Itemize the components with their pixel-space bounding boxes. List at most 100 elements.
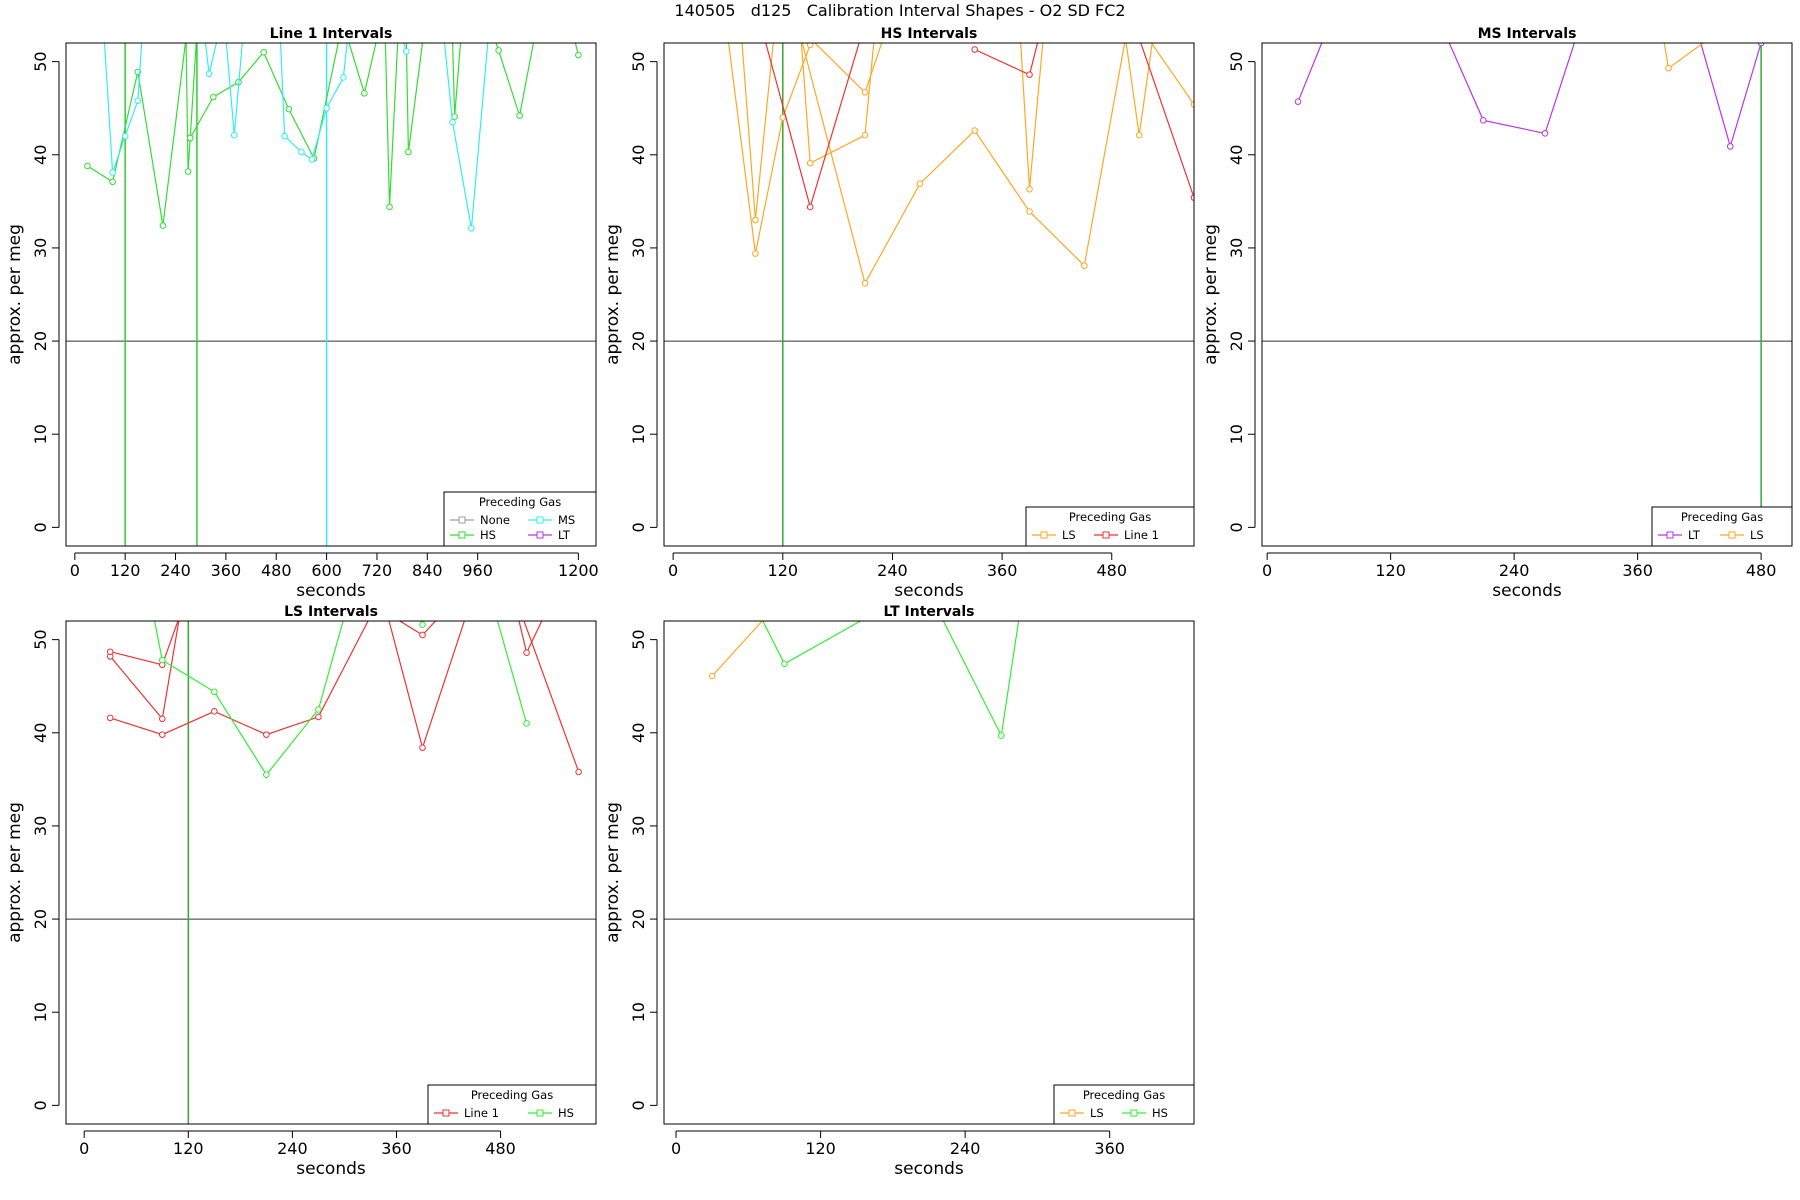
series-line-line-1	[110, 621, 179, 666]
data-point	[230, 131, 238, 139]
data-point	[106, 648, 114, 656]
data-point	[516, 112, 523, 119]
y-tick-label: 50	[31, 629, 50, 649]
series-line-hs	[452, 43, 462, 117]
legend-title: Preceding Gas	[1681, 510, 1763, 524]
data-point	[184, 168, 192, 175]
y-tick-label: 20	[629, 909, 648, 929]
chart-line1-intervals: Line 1 Intervals 0 120 240 360 480 600 720 840 96…	[5, 26, 599, 601]
series-line-lt	[1448, 43, 1576, 135]
chart-hs-intervals: HS Intervals 0 120 240 360 480 seconds 0 10 20 30 4…	[603, 26, 1195, 601]
data-point	[575, 768, 582, 776]
series-line-hs	[496, 621, 528, 724]
y-tick-label: 30	[629, 816, 648, 836]
series-line-lt	[1297, 43, 1323, 102]
y-tick-label: 20	[1227, 331, 1246, 351]
x-tick-label: 120	[1375, 561, 1406, 580]
x-tick-label: 960	[462, 561, 493, 580]
x-tick-label: 360	[1094, 1139, 1125, 1158]
y-tick-label: 0	[629, 522, 648, 532]
legend-box	[1025, 506, 1195, 547]
legend-marker	[536, 516, 544, 524]
legend-marker	[1068, 1109, 1076, 1117]
data-point	[403, 48, 410, 55]
data-point	[468, 225, 475, 232]
legend-marker	[1728, 531, 1736, 539]
y-axis-label: approx. per meg	[603, 224, 623, 365]
legend-box	[1053, 1084, 1195, 1125]
data-point	[340, 74, 347, 81]
series-line-lt	[1700, 43, 1762, 149]
page-title: 140505 d125 Calibration Interval Shapes …	[674, 1, 1126, 20]
data-point	[752, 250, 759, 257]
legend-label: HS	[1152, 1106, 1168, 1120]
legend-label: Line 1	[464, 1106, 499, 1120]
data-point	[298, 148, 305, 156]
y-tick-label: 10	[1227, 424, 1246, 444]
x-tick-label: 240	[950, 1139, 981, 1158]
chart-title: LS Intervals	[284, 604, 378, 620]
data-point	[971, 127, 978, 134]
legend-marker	[1102, 531, 1110, 539]
data-point	[1479, 117, 1487, 124]
x-tick-label: 120	[173, 1139, 204, 1158]
legend: Preceding Gas LS Line 1	[1025, 506, 1195, 547]
series-line-hs	[942, 621, 1020, 738]
plot-frame	[1261, 42, 1793, 547]
plot-frame	[65, 620, 597, 1125]
plot-area	[1262, 43, 1792, 546]
x-tick-label: 1200	[558, 561, 599, 580]
series-line-ms	[103, 43, 143, 173]
legend-marker	[1666, 531, 1674, 539]
legend-title: Preceding Gas	[1083, 1088, 1165, 1102]
series-line-ls	[800, 43, 875, 165]
legend-label: HS	[558, 1106, 574, 1120]
y-axis-label: approx. per meg	[5, 802, 25, 943]
legend-title: Preceding Gas	[479, 495, 561, 509]
series-line-line-1	[1140, 43, 1194, 198]
y-tick-label: 0	[629, 1100, 648, 1110]
plot-area	[664, 621, 1194, 920]
series-line-ms	[204, 43, 218, 74]
data-point	[861, 89, 869, 96]
data-point	[158, 731, 166, 738]
y-tick-label: 0	[31, 1100, 50, 1110]
series-line-ls	[1125, 43, 1153, 136]
data-point	[285, 105, 293, 113]
data-point	[205, 70, 213, 78]
x-tick-label: 0	[79, 1139, 89, 1158]
x-tick-label: 240	[877, 561, 908, 580]
data-point	[449, 118, 456, 126]
y-tick-label: 30	[1227, 238, 1246, 258]
data-point	[84, 162, 91, 170]
series-line-ms	[280, 43, 348, 161]
data-point	[109, 169, 116, 176]
data-point	[495, 47, 502, 54]
x-tick-label: 480	[261, 561, 292, 580]
data-point	[405, 148, 412, 156]
data-point	[523, 649, 530, 656]
data-point	[1190, 101, 1194, 108]
series-line-hs	[495, 43, 535, 116]
data-point	[308, 156, 316, 163]
data-point	[1726, 143, 1734, 150]
data-point	[708, 672, 716, 680]
series-line-line-1	[110, 621, 369, 736]
legend-label: None	[480, 513, 510, 527]
data-point	[1541, 130, 1549, 137]
legend-box	[427, 1084, 597, 1125]
x-tick-label: 480	[1096, 561, 1127, 580]
legend: Preceding Gas LT LS	[1651, 506, 1793, 547]
data-point	[260, 49, 267, 56]
series-line-ls	[741, 43, 774, 221]
series-line-ms	[443, 43, 489, 229]
legend-marker	[458, 531, 466, 539]
data-point	[134, 97, 142, 105]
data-point	[1665, 64, 1672, 72]
chart-ms-intervals: MS Intervals 0 120 240 360 480 seconds 0 10 20 30 4…	[1201, 26, 1793, 601]
data-point	[106, 714, 114, 722]
chart-ls-intervals: LS Intervals 0 120 240 360 480 seconds 0 10 20 30 4…	[5, 604, 597, 1179]
data-point	[263, 731, 270, 738]
data-point	[159, 222, 167, 229]
y-tick-label: 40	[1227, 145, 1246, 165]
